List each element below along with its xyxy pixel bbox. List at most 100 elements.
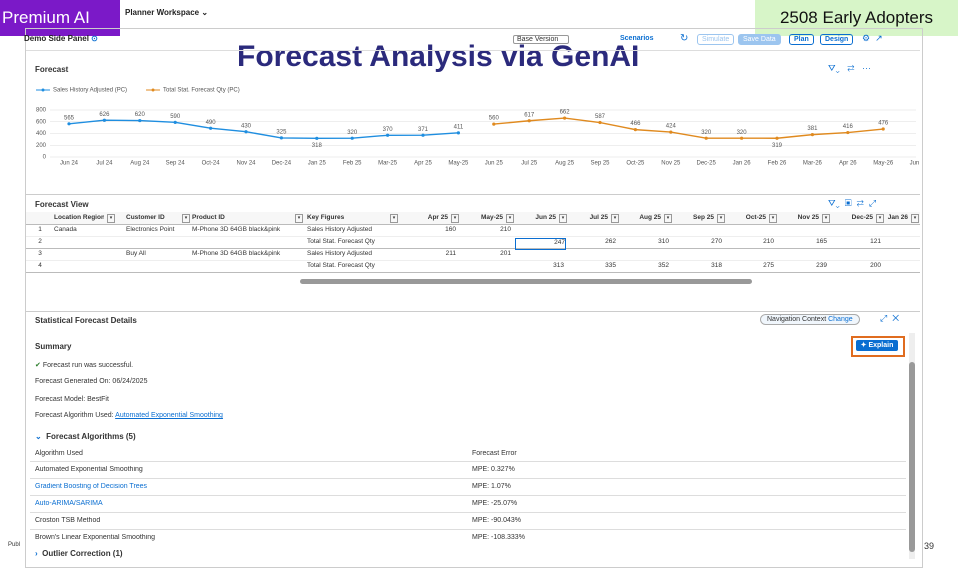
algorithm-name: Automated Exponential Smoothing [35, 466, 143, 473]
x-tick-label: Nov 25 [661, 161, 681, 167]
column-menu[interactable]: ▾ [451, 214, 459, 223]
outlier-title[interactable]: › Outlier Correction (1) [35, 549, 123, 558]
change-link[interactable]: Change [828, 316, 853, 323]
column-menu[interactable]: ▾ [107, 214, 115, 223]
column-menu[interactable]: ▾ [717, 214, 725, 223]
data-cell: 270 [711, 238, 722, 245]
settings-icons[interactable]: ⚙ ↗ [862, 33, 883, 43]
text-cell: 2 [38, 238, 42, 245]
column-header: Jun 25 [535, 214, 556, 221]
algorithm-row [30, 461, 906, 478]
x-tick-label: Aug 25 [555, 161, 575, 167]
column-menu[interactable]: ▾ [664, 214, 672, 223]
text-cell: M-Phone 3D 64GB black&pink [192, 226, 281, 233]
explain-button[interactable]: ✦ Explain [856, 340, 898, 351]
nav-label: Navigation Context [767, 316, 827, 323]
data-label: 424 [666, 124, 677, 130]
column-menu[interactable]: ▾ [559, 214, 567, 223]
x-tick-label: Nov 24 [236, 161, 256, 167]
generated-date: Forecast Generated On: 06/24/2025 [35, 378, 148, 385]
column-header: Sep 25 [693, 214, 714, 221]
chart-tools[interactable]: ⛛⌄ ⇄ ⋯ [828, 63, 872, 73]
column-header: Oct-25 [745, 214, 766, 221]
data-point [740, 136, 744, 140]
scenarios-menu[interactable]: Scenarios [620, 35, 654, 42]
text-cell: Electronics Point [126, 226, 175, 233]
data-point [209, 126, 213, 130]
data-point [67, 122, 71, 126]
algorithm-error: MPE: -25.07% [472, 500, 518, 507]
column-menu[interactable]: ▾ [876, 214, 884, 223]
table-title: Forecast View [35, 200, 89, 209]
data-cell: 352 [658, 262, 669, 269]
column-menu[interactable]: ▾ [182, 214, 190, 223]
column-menu[interactable]: ▾ [911, 214, 919, 223]
save-button[interactable]: Save Data [738, 34, 781, 45]
simulate-button[interactable]: Simulate [697, 34, 735, 45]
panel-icons[interactable]: ⤢ ✕ [880, 313, 900, 323]
data-label: 476 [878, 121, 889, 127]
panel-title[interactable]: Demo Side Panel ⊙ [24, 34, 98, 43]
legend-label: Sales History Adjusted (PC) [53, 88, 127, 94]
algorithms-title[interactable]: ⌄ Forecast Algorithms (5) [35, 432, 136, 441]
table-tools[interactable]: ⛛⌄ ▣ ⇄ ⤢ [828, 198, 877, 208]
legend-dot [41, 88, 45, 92]
algorithm-name[interactable]: Gradient Boosting of Decision Trees [35, 483, 148, 490]
outlier-label: Outlier Correction (1) [42, 549, 123, 558]
splitter [26, 186, 920, 195]
table-row [26, 225, 920, 237]
data-label: 411 [454, 124, 464, 130]
algorithm-row [30, 478, 906, 495]
data-label: 590 [170, 114, 181, 120]
column-menu[interactable]: ▾ [506, 214, 514, 223]
nav-context[interactable]: Navigation Context Change [760, 314, 860, 325]
y-tick-label: 0 [43, 155, 47, 161]
x-tick-label: Jul 25 [521, 161, 538, 167]
workspace-menu[interactable]: Planner Workspace ⌄ [125, 8, 209, 17]
column-header: Aug 25 [639, 214, 661, 221]
x-tick-label: Apr 26 [839, 161, 857, 167]
data-label: 620 [135, 112, 146, 118]
column-menu[interactable]: ▾ [390, 214, 398, 223]
data-cell: 239 [816, 262, 827, 269]
data-point [810, 133, 815, 137]
data-cell: 201 [500, 250, 511, 257]
explain-label: Explain [868, 342, 894, 349]
workspace-label: Planner Workspace [125, 8, 200, 17]
design-button[interactable]: Design [820, 34, 854, 45]
data-point [527, 119, 531, 123]
data-point [775, 136, 779, 140]
plan-button[interactable]: Plan [789, 34, 814, 45]
data-point [456, 131, 460, 135]
text-cell: 4 [38, 262, 42, 269]
column-header: Apr 25 [427, 214, 448, 221]
column-header: Nov 25 [797, 214, 819, 221]
algorithm-link[interactable]: Automated Exponential Smoothing [115, 412, 223, 419]
details-scrollbar[interactable] [909, 362, 915, 552]
version-select[interactable]: Base Version [513, 35, 570, 44]
algorithm-name[interactable]: Auto-ARIMA/SARIMA [35, 500, 103, 507]
data-label: 626 [99, 112, 110, 118]
data-cell: 211 [445, 250, 456, 257]
column-menu[interactable]: ▾ [295, 214, 303, 223]
column-menu[interactable]: ▾ [611, 214, 619, 223]
data-label: 466 [630, 121, 641, 127]
text-cell: Sales History Adjusted [307, 226, 373, 233]
column-header: Jul 25 [589, 214, 608, 221]
data-label: 662 [560, 110, 571, 116]
column-menu[interactable]: ▾ [769, 214, 777, 223]
data-point [669, 130, 673, 134]
scrollbar[interactable] [300, 279, 752, 284]
data-label: 430 [241, 123, 252, 129]
column-header: Jan 26 [887, 214, 908, 221]
algorithm-prefix: Forecast Algorithm Used: [35, 412, 114, 419]
data-point [350, 136, 354, 140]
column-menu[interactable]: ▾ [822, 214, 830, 223]
refresh-icon[interactable]: ↻ [680, 33, 689, 44]
x-tick-label: Mar-25 [378, 161, 398, 167]
data-label: 381 [807, 126, 818, 132]
x-tick-label: Jun 25 [485, 161, 504, 167]
algorithm-name: Brown's Linear Exponential Smoothing [35, 534, 156, 541]
data-point [704, 136, 708, 140]
